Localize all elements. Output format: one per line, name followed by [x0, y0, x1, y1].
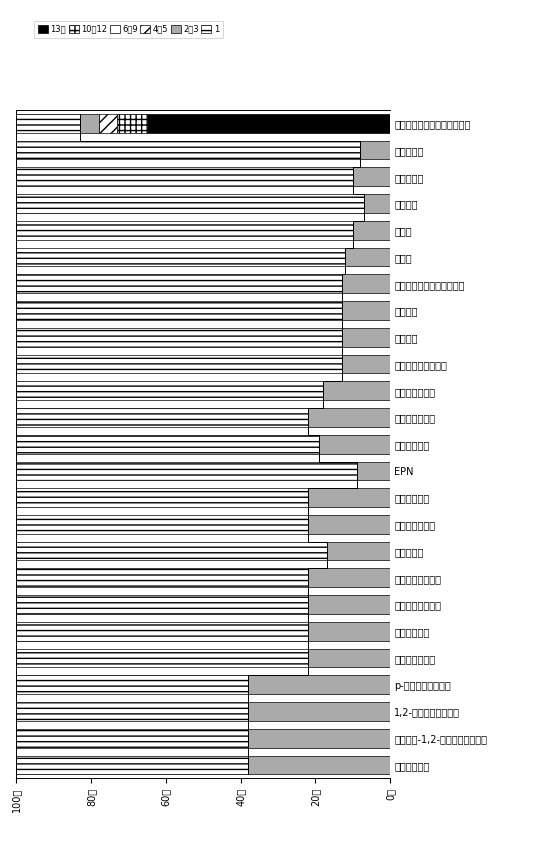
Bar	[16, 408, 308, 426]
Bar	[360, 140, 390, 159]
Bar	[16, 675, 248, 694]
Bar	[16, 195, 364, 213]
Bar	[80, 114, 99, 133]
Bar	[248, 675, 390, 694]
Bar	[248, 702, 390, 721]
Bar	[16, 649, 308, 667]
Bar	[16, 462, 357, 481]
Bar	[147, 114, 390, 133]
Legend: 13～, 10～12, 6～9, 4～5, 2～3, 1: 13～, 10～12, 6～9, 4～5, 2～3, 1	[34, 20, 223, 38]
Bar	[16, 301, 341, 320]
Bar	[248, 755, 390, 774]
Bar	[345, 248, 390, 266]
Bar	[16, 274, 341, 293]
Bar	[319, 435, 390, 453]
Bar	[16, 729, 248, 748]
Bar	[16, 702, 248, 721]
Bar	[16, 140, 360, 159]
Bar	[16, 435, 319, 453]
Bar	[16, 328, 341, 347]
Bar	[341, 301, 390, 320]
Bar	[16, 515, 308, 534]
Bar	[323, 382, 390, 400]
Bar	[341, 354, 390, 373]
Bar	[16, 755, 248, 774]
Bar	[327, 541, 390, 560]
Bar	[16, 168, 353, 186]
Bar	[16, 114, 80, 133]
Bar	[16, 541, 327, 560]
Bar	[308, 488, 390, 507]
Bar	[308, 515, 390, 534]
Bar	[341, 274, 390, 293]
Bar	[16, 221, 353, 239]
Bar	[16, 622, 308, 640]
Bar	[16, 354, 341, 373]
Bar	[16, 569, 308, 587]
Bar	[364, 195, 390, 213]
Bar	[308, 596, 390, 614]
Bar	[353, 221, 390, 239]
Bar	[308, 649, 390, 667]
Bar	[16, 488, 308, 507]
Bar	[357, 462, 390, 481]
Bar	[16, 596, 308, 614]
Bar	[308, 408, 390, 426]
Bar	[308, 622, 390, 640]
Bar	[353, 168, 390, 186]
Bar	[16, 382, 323, 400]
Bar	[341, 328, 390, 347]
Bar	[117, 114, 147, 133]
Bar	[308, 569, 390, 587]
Bar	[16, 248, 345, 266]
Bar	[99, 114, 117, 133]
Bar	[248, 729, 390, 748]
